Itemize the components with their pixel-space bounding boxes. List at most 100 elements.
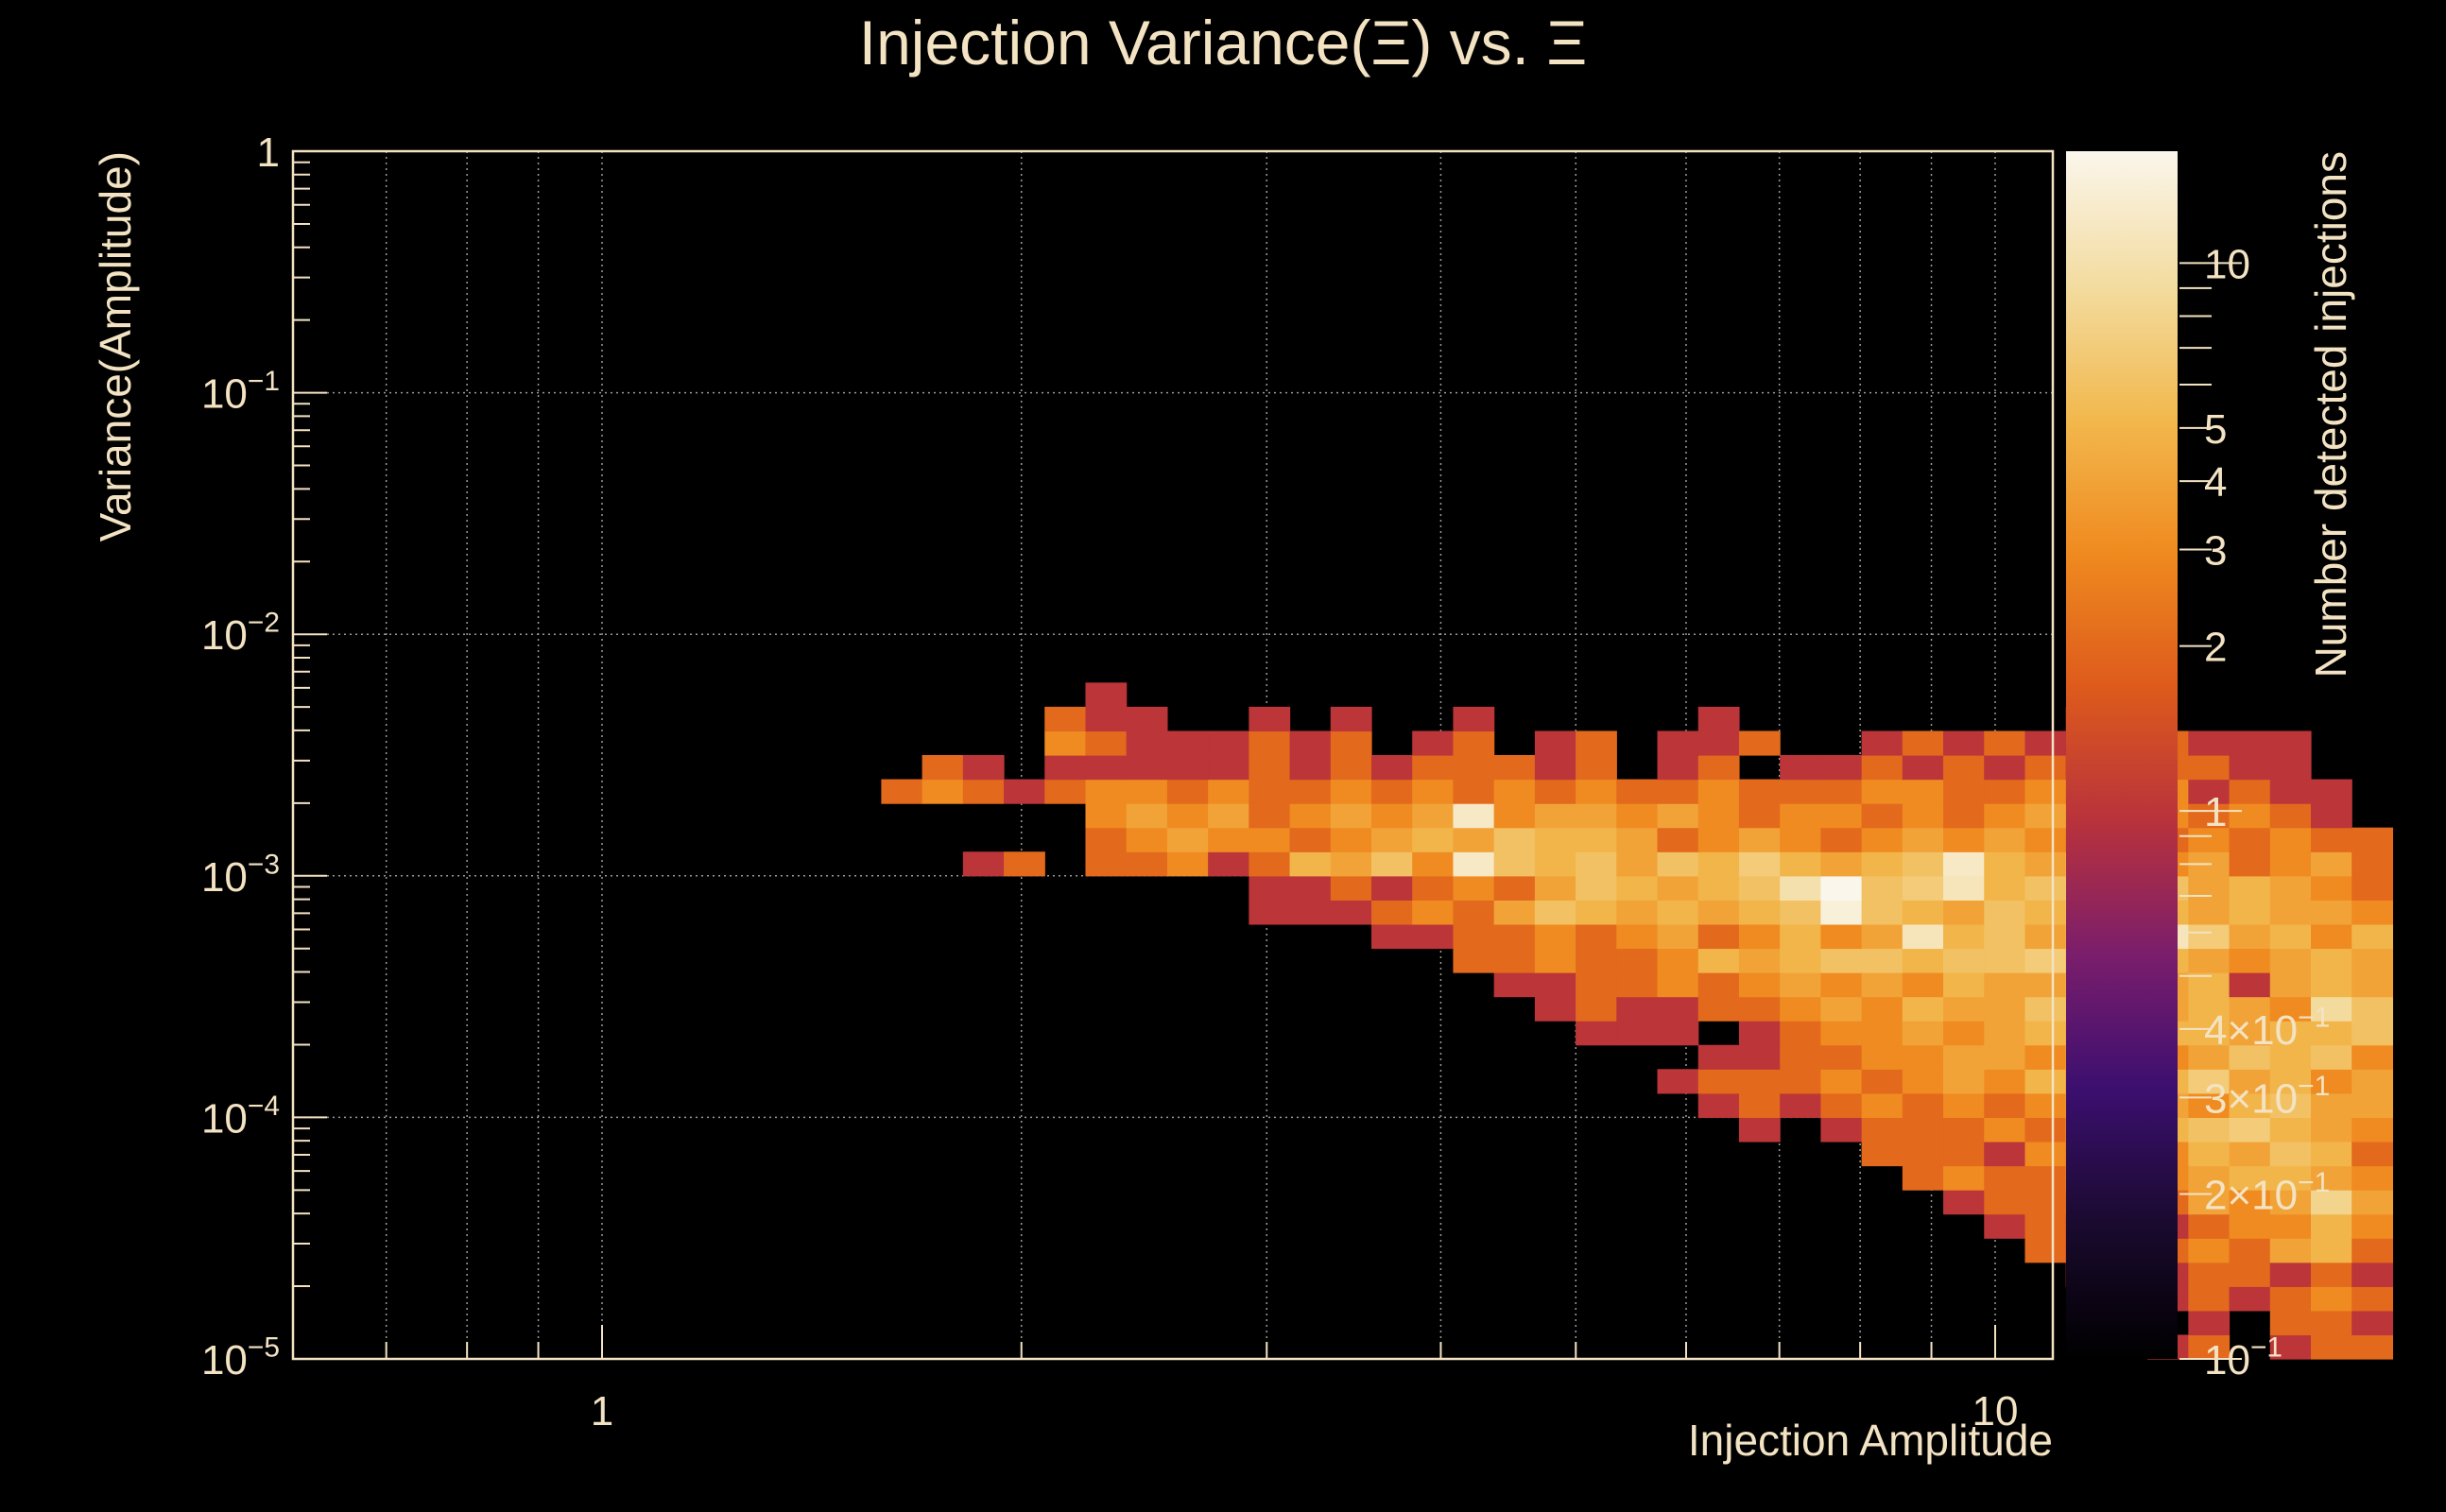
heatmap-cell: [1943, 755, 1985, 781]
axis-ticks: [292, 150, 1996, 1360]
heatmap-cell: [1984, 1069, 2026, 1094]
heatmap-cell: [2229, 1190, 2271, 1215]
heatmap-cell: [1330, 875, 1372, 901]
heatmap-cell: [1616, 1021, 1659, 1046]
heatmap-cell: [2310, 1262, 2352, 1287]
heatmap-cell: [1330, 779, 1372, 804]
heatmap-cell: [1902, 803, 1944, 829]
heatmap-cell: [1493, 875, 1536, 901]
heatmap-cell: [1697, 948, 1740, 973]
heatmap-cell: [2310, 779, 2352, 804]
heatmap-cell: [1984, 755, 2026, 781]
heatmap-cell: [2351, 1044, 2394, 1070]
heatmap-cell: [1657, 948, 1699, 973]
y-axis-label: Variance(Amplitude): [91, 151, 140, 541]
heatmap-cell: [1902, 900, 1944, 925]
heatmap-cell: [1044, 730, 1087, 756]
heatmap-cell: [1208, 803, 1249, 829]
heatmap-cell: [1657, 730, 1699, 756]
heatmap-cell: [2024, 851, 2067, 877]
heatmap-cell: [2024, 803, 2067, 829]
heatmap-cell: [1493, 779, 1536, 804]
heatmap-cell: [1820, 851, 1863, 877]
heatmap-cell: [1616, 972, 1659, 998]
heatmap-cell: [2188, 1141, 2231, 1167]
heatmap-cell: [2229, 1238, 2271, 1263]
heatmap-cell: [1412, 803, 1455, 829]
heatmap-cell: [1780, 1069, 1821, 1094]
heatmap-cell: [2351, 1238, 2394, 1263]
heatmap-cell: [1902, 1069, 1944, 1094]
heatmap-cell: [2269, 1238, 2312, 1263]
heatmap-cell: [2024, 755, 2067, 781]
heatmap-cell: [2188, 1021, 2231, 1046]
heatmap-cell: [1780, 1044, 1821, 1070]
heatmap-cell: [1370, 923, 1413, 950]
heatmap-cell: [1820, 996, 1863, 1022]
heatmap-cell: [1616, 923, 1659, 950]
heatmap-cell: [2310, 1213, 2352, 1239]
heatmap-cell: [2310, 1286, 2352, 1312]
heatmap-cell: [1861, 1044, 1903, 1070]
heatmap-cell: [1697, 875, 1740, 901]
heatmap-cell: [2310, 1310, 2352, 1336]
heatmap-cell: [2269, 1213, 2312, 1239]
heatmap-cell: [1943, 1044, 1985, 1070]
heatmap-cell: [1534, 755, 1576, 781]
heatmap-cell: [2024, 1021, 2067, 1046]
heatmap-cell: [1616, 779, 1659, 804]
heatmap-cell: [1820, 1021, 1863, 1046]
y-tick-label: 1: [257, 129, 280, 176]
heatmap-cell: [2229, 1021, 2271, 1046]
heatmap-cell: [1861, 900, 1903, 925]
heatmap-cell: [2310, 875, 2352, 901]
heatmap-cell: [1984, 1044, 2026, 1070]
heatmap-cell: [1004, 851, 1045, 877]
heatmap-cell: [1166, 851, 1209, 877]
heatmap-cell: [2229, 851, 2271, 877]
heatmap-cell: [2269, 851, 2312, 877]
heatmap-cell: [1861, 923, 1903, 950]
heatmap-cell: [1412, 900, 1455, 925]
heatmap-cell: [1861, 996, 1903, 1022]
heatmap-cell: [1126, 706, 1168, 732]
heatmap-cell: [1289, 803, 1332, 829]
heatmap-cell: [1697, 1069, 1740, 1094]
heatmap-cell: [1453, 730, 1495, 756]
heatmap-cell: [1493, 972, 1536, 998]
heatmap-cell: [2269, 803, 2312, 829]
heatmap-cell: [1453, 755, 1495, 781]
heatmap-cell: [2310, 1021, 2352, 1046]
heatmap-cell: [1780, 1021, 1821, 1046]
heatmap-cell: [2188, 1238, 2231, 1263]
x-tick-label: 10: [1972, 1388, 2019, 1435]
heatmap-cell: [1902, 1165, 1944, 1191]
heatmap-cell: [2269, 875, 2312, 901]
heatmap-cell: [1820, 923, 1863, 950]
heatmap-cell: [1984, 730, 2026, 756]
heatmap-cell: [1820, 948, 1863, 973]
heatmap-cell: [1902, 1044, 1944, 1070]
heatmap-cell: [1534, 803, 1576, 829]
heatmap-cell: [1984, 1213, 2026, 1239]
heatmap-cell: [2024, 1044, 2067, 1070]
heatmap-cell: [1249, 900, 1291, 925]
heatmap-cell: [1820, 900, 1863, 925]
heatmap-cell: [1657, 1069, 1699, 1094]
heatmap-cell: [2310, 1117, 2352, 1143]
heatmap-cell: [1780, 948, 1821, 973]
heatmap-cell: [1657, 755, 1699, 781]
heatmap-cell: [2351, 875, 2394, 901]
heatmap-cell: [1289, 730, 1332, 756]
heatmap-cell: [1085, 803, 1128, 829]
heatmap-cell: [1984, 996, 2026, 1022]
heatmap-cell: [2188, 948, 2231, 973]
heatmap-cell: [1738, 972, 1781, 998]
colorbar-tick-label: 2: [2204, 625, 2227, 671]
heatmap-cell: [1166, 779, 1209, 804]
heatmap-cell: [2188, 1334, 2231, 1360]
heatmap-cell: [2229, 1117, 2271, 1143]
heatmap-cell: [1576, 923, 1617, 950]
heatmap-cell: [1249, 851, 1291, 877]
heatmap-cell: [1085, 779, 1128, 804]
